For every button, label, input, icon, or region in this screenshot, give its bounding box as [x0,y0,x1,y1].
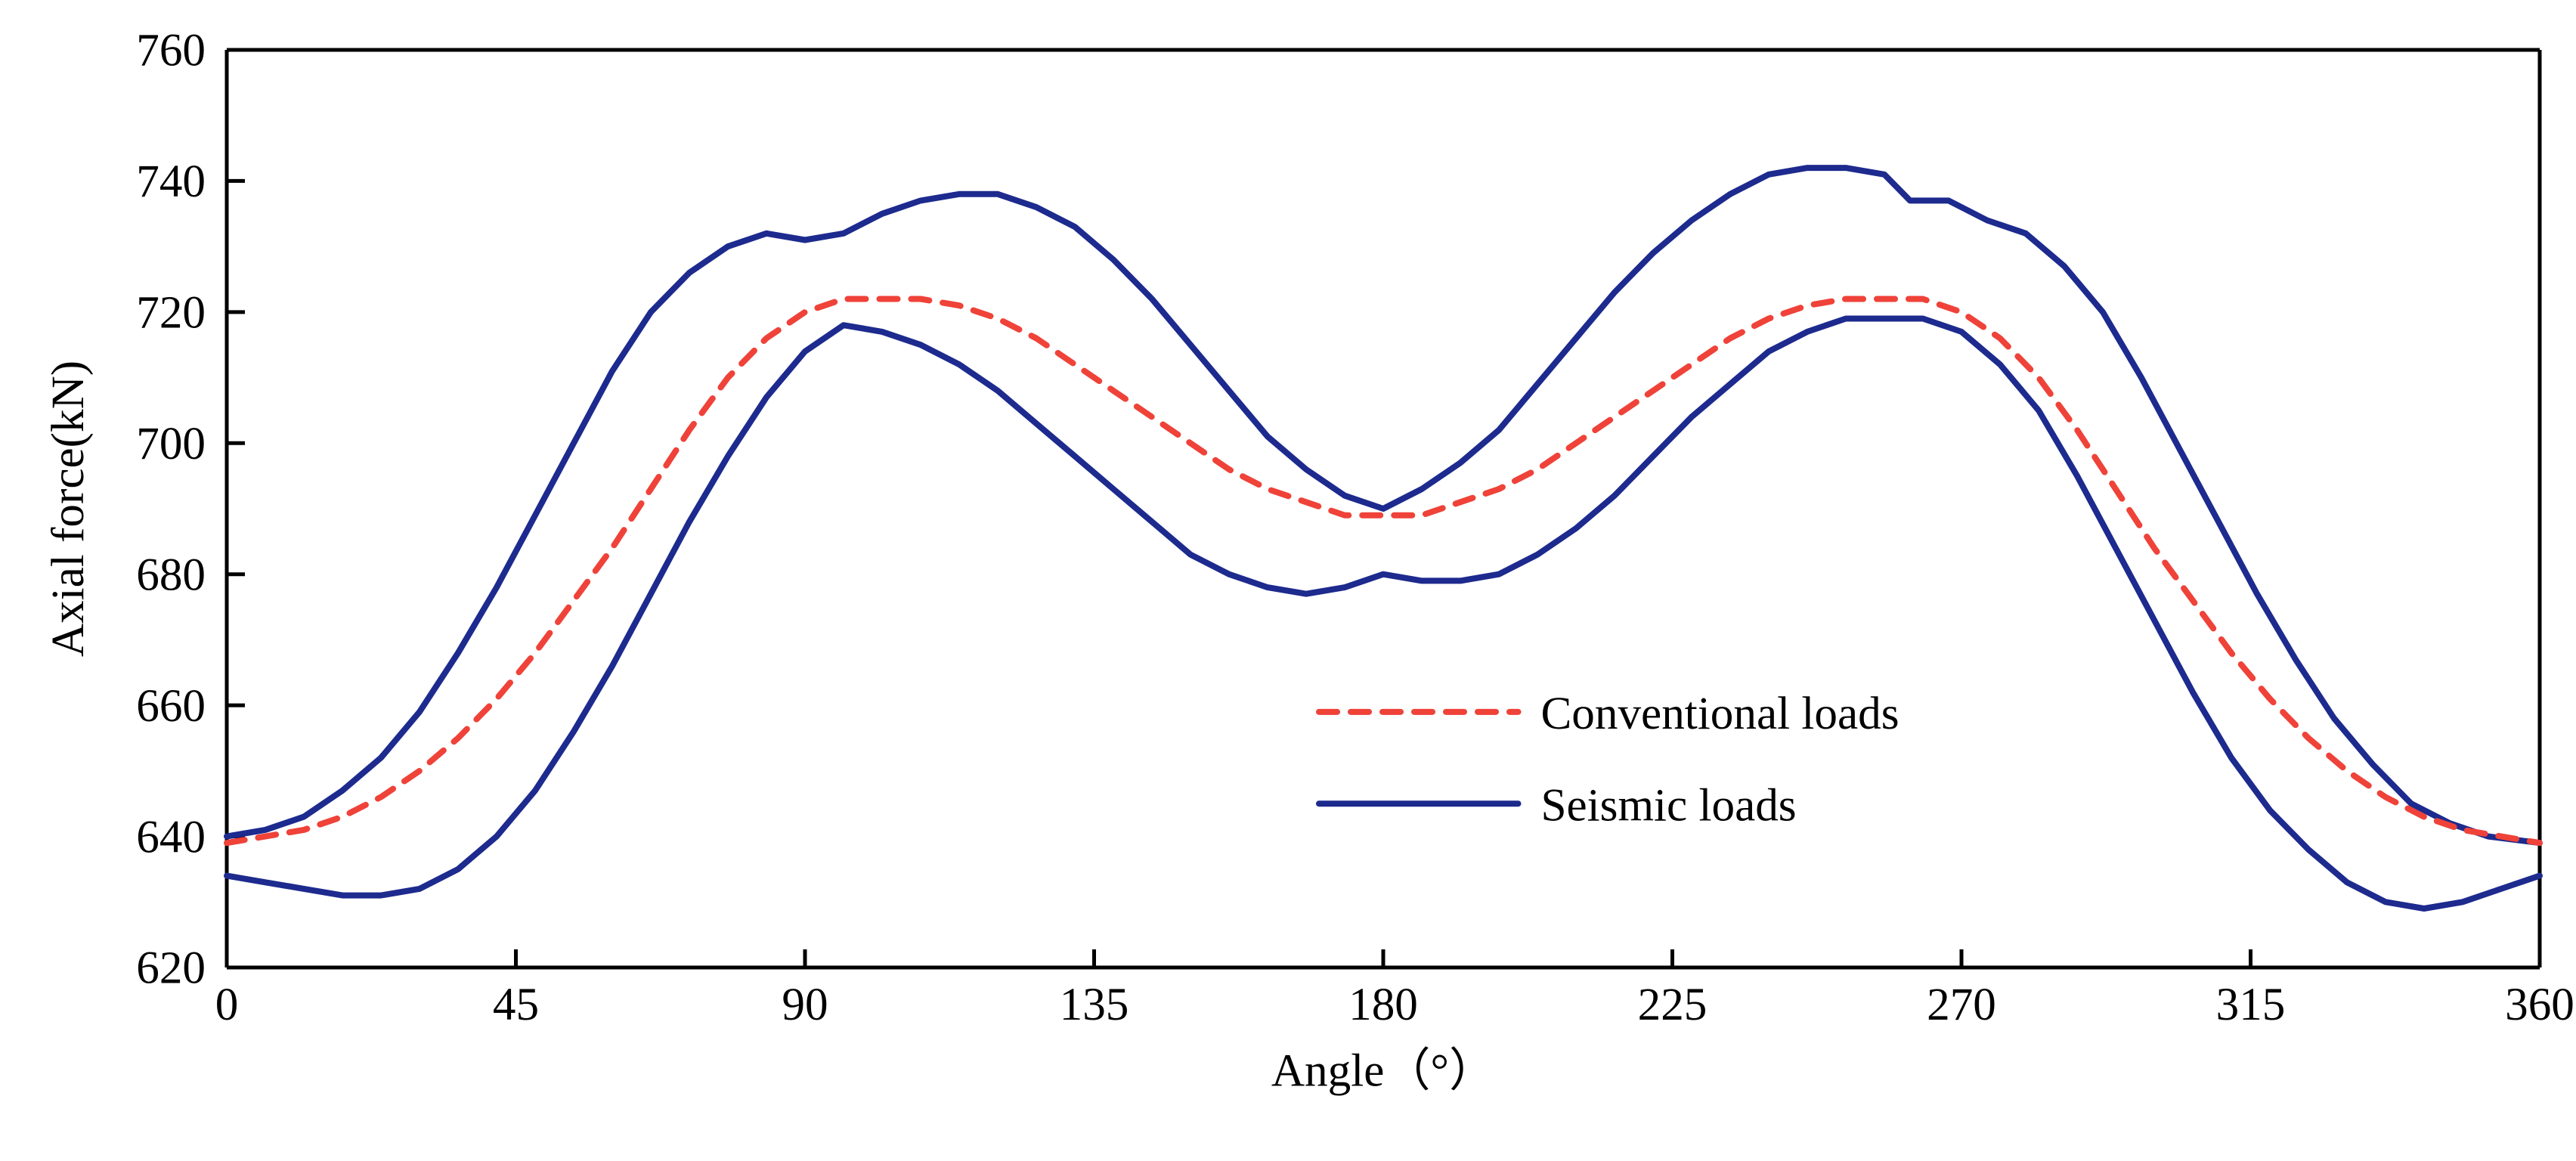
y-tick-label: 720 [136,287,206,339]
y-axis-label: Axial force(kN) [42,361,94,657]
legend-label: Conventional loads [1541,688,1899,739]
y-tick-label: 680 [136,549,206,600]
y-tick-label: 660 [136,680,206,732]
x-tick-label: 90 [782,979,828,1030]
x-tick-label: 180 [1348,979,1418,1030]
x-tick-label: 45 [493,979,539,1030]
x-tick-label: 225 [1638,979,1708,1030]
x-tick-label: 315 [2216,979,2286,1030]
x-tick-label: 360 [2505,979,2574,1030]
chart-svg: 620 640 660 680 700 720 740 760 0 45 90 135 180 225 27… [0,0,2576,1161]
y-tick-label: 700 [136,418,206,469]
x-tick-label: 270 [1927,979,1996,1030]
y-tick-label: 740 [136,156,206,207]
x-axis-label: Angle（°） [1271,1045,1495,1096]
legend-label: Seismic loads [1541,779,1797,831]
axial-force-chart: 620 640 660 680 700 720 740 760 0 45 90 135 180 225 27… [0,0,2576,1161]
y-tick-label: 620 [136,943,206,994]
x-tick-label: 135 [1060,979,1129,1030]
y-tick-label: 760 [136,25,206,76]
y-tick-label: 640 [136,811,206,862]
x-tick-label: 0 [215,979,239,1030]
